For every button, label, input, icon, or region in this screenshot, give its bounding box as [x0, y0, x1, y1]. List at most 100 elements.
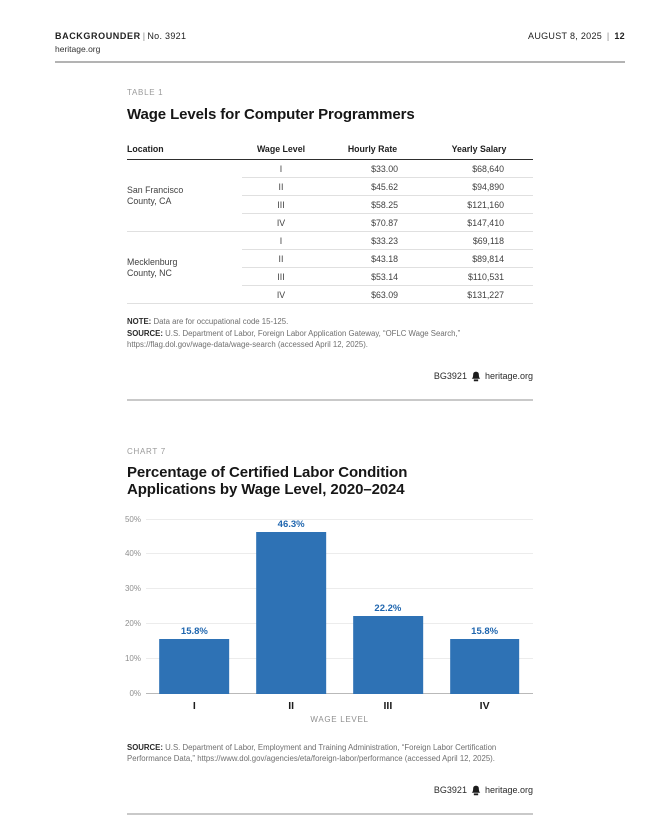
credit-site: heritage.org	[484, 371, 533, 381]
wage-level-cell: IV	[242, 213, 320, 232]
table-source: SOURCE: U.S. Department of Labor, Foreig…	[127, 328, 533, 351]
chart-plot: 15.8% 46.3% 22.2% 15.8%	[146, 518, 533, 694]
divider-pipe: |	[142, 31, 146, 41]
source-label: SOURCE:	[127, 328, 163, 338]
hourly-rate-cell: $70.87	[320, 213, 425, 232]
x-category-label: I	[192, 699, 196, 712]
section-rule	[127, 812, 533, 815]
table-kicker: TABLE 1	[127, 88, 164, 97]
gridline	[146, 588, 533, 590]
bar-wage-level-I	[159, 638, 230, 694]
x-axis-baseline	[146, 692, 533, 694]
y-tick-label: 20%	[124, 618, 141, 628]
hourly-rate-cell: $58.25	[320, 195, 425, 214]
wage-level-cell: I	[242, 231, 320, 250]
wage-level-cell: III	[242, 195, 320, 214]
yearly-salary-cell: $110,531	[425, 267, 533, 286]
chart-x-axis-title: WAGE LEVEL	[310, 714, 369, 724]
table-row: III $53.14 $110,531	[127, 267, 533, 286]
divider-pipe: |	[606, 31, 610, 41]
heritage-liberty-bell-icon	[471, 785, 481, 795]
table-section: TABLE 1 Wage Levels for Computer Program…	[124, 88, 533, 815]
yearly-salary-cell: $69,118	[425, 231, 533, 250]
heritage-liberty-bell-icon	[471, 371, 481, 381]
column-header-hourly-rate: Hourly Rate	[320, 139, 425, 160]
hourly-rate-cell: $45.62	[320, 177, 425, 196]
wage-level-cell: III	[242, 267, 320, 286]
gridline	[146, 622, 533, 624]
bar-value-label: 15.8%	[471, 625, 499, 637]
table-row: San Francisco County, CA I $33.00 $68,640	[127, 160, 533, 206]
column-header-wage-level: Wage Level	[242, 139, 320, 160]
table-title: Wage Levels for Computer Programmers	[127, 106, 415, 123]
bar-slot: 15.8%	[436, 520, 533, 694]
chart-credit: BG3921 heritage.org	[127, 785, 533, 796]
chart-bars: 15.8% 46.3% 22.2% 15.8%	[146, 519, 533, 694]
source-text: U.S. Department of Labor, Foreign Labor …	[127, 328, 461, 350]
y-tick-label: 0%	[129, 688, 141, 698]
chart-x-labels: I II III IV	[146, 700, 533, 712]
bar-value-label: 46.3%	[277, 519, 305, 531]
wage-level-cell: II	[242, 177, 320, 196]
table-row: Mecklenburg County, NC I $33.23 $69,118	[127, 231, 533, 304]
hourly-rate-cell: $33.23	[320, 231, 425, 250]
bar-chart: 0% 10% 20% 30% 40% 50% 15.8% 46.3% 22.2% 15.8% I…	[124, 515, 533, 724]
bar-wage-level-III	[353, 616, 423, 694]
wage-level-cell: II	[242, 249, 320, 268]
y-tick-label: 40%	[124, 549, 141, 559]
wage-level-cell: I	[279, 163, 283, 174]
source-label: SOURCE:	[127, 742, 163, 752]
wage-table-body: San Francisco County, CA I $33.00 $68,640 II…	[127, 160, 533, 304]
bar-value-label: 15.8%	[180, 625, 208, 637]
bar-slot: 22.2%	[340, 520, 437, 694]
wage-level-cell: IV	[242, 285, 320, 304]
gridline	[146, 553, 533, 555]
axis-spacer	[127, 715, 146, 724]
table-row: IV $70.87 $147,410	[127, 213, 533, 232]
column-header-yearly-salary: Yearly Salary	[425, 139, 533, 160]
y-tick-label: 50%	[124, 514, 141, 524]
chart-kicker: CHART 7	[127, 446, 166, 456]
table-row: III $58.25 $121,160	[127, 195, 533, 214]
gridline	[146, 518, 533, 520]
credit-id: BG3921	[433, 785, 467, 795]
yearly-salary-cell: $89,814	[425, 249, 533, 268]
masthead-rule	[55, 61, 625, 63]
yearly-salary-cell: $94,890	[425, 177, 533, 196]
axis-spacer	[127, 700, 146, 712]
location-cell: Mecklenburg County, NC	[127, 231, 242, 304]
yearly-salary-cell: $68,640	[472, 163, 504, 174]
site-url: heritage.org	[55, 44, 101, 54]
bar-wage-level-II	[256, 532, 326, 694]
masthead: BACKGROUNDER | No. 3921 heritage.org AUGUS…	[0, 0, 661, 55]
issue-number: No. 3921	[147, 31, 187, 41]
bar-slot: 46.3%	[243, 519, 340, 694]
bar-wage-level-IV	[449, 638, 520, 694]
location-cell: San Francisco County, CA	[127, 184, 184, 206]
note-label: NOTE:	[127, 317, 152, 326]
credit-site: heritage.org	[484, 785, 533, 795]
bar-value-label: 22.2%	[374, 603, 402, 615]
column-header-location: Location	[127, 139, 242, 160]
table-row: II $45.62 $94,890	[127, 177, 533, 196]
chart-source: SOURCE: U.S. Department of Labor, Employ…	[127, 742, 533, 765]
chart-title: Percentage of Certified Labor Condition …	[127, 464, 533, 499]
masthead-right: AUGUST 8, 2025 | 12	[528, 31, 625, 42]
wage-table: Location Wage Level Hourly Rate Yearly S…	[127, 139, 533, 304]
x-category-label: III	[383, 699, 393, 712]
y-tick-label: 10%	[124, 653, 141, 663]
page-number: 12	[614, 31, 625, 41]
source-text: U.S. Department of Labor, Employment and…	[127, 742, 497, 764]
chart-title-line1: Percentage of Certified Labor Condition	[127, 463, 408, 481]
hourly-rate-cell: $33.00	[371, 163, 398, 174]
note-text: Data are for occupational code 15-125.	[153, 317, 289, 326]
table-credit: BG3921 heritage.org	[127, 371, 533, 382]
credit-id: BG3921	[433, 371, 467, 381]
masthead-left: BACKGROUNDER | No. 3921 heritage.org	[55, 31, 186, 55]
gridline	[146, 657, 533, 659]
yearly-salary-cell: $147,410	[425, 213, 533, 232]
chart-y-axis: 0% 10% 20% 30% 40% 50%	[124, 515, 143, 697]
section-rule	[127, 398, 533, 401]
chart-title-line2: Applications by Wage Level, 2020–2024	[127, 481, 405, 498]
publication-name: BACKGROUNDER	[55, 31, 141, 41]
